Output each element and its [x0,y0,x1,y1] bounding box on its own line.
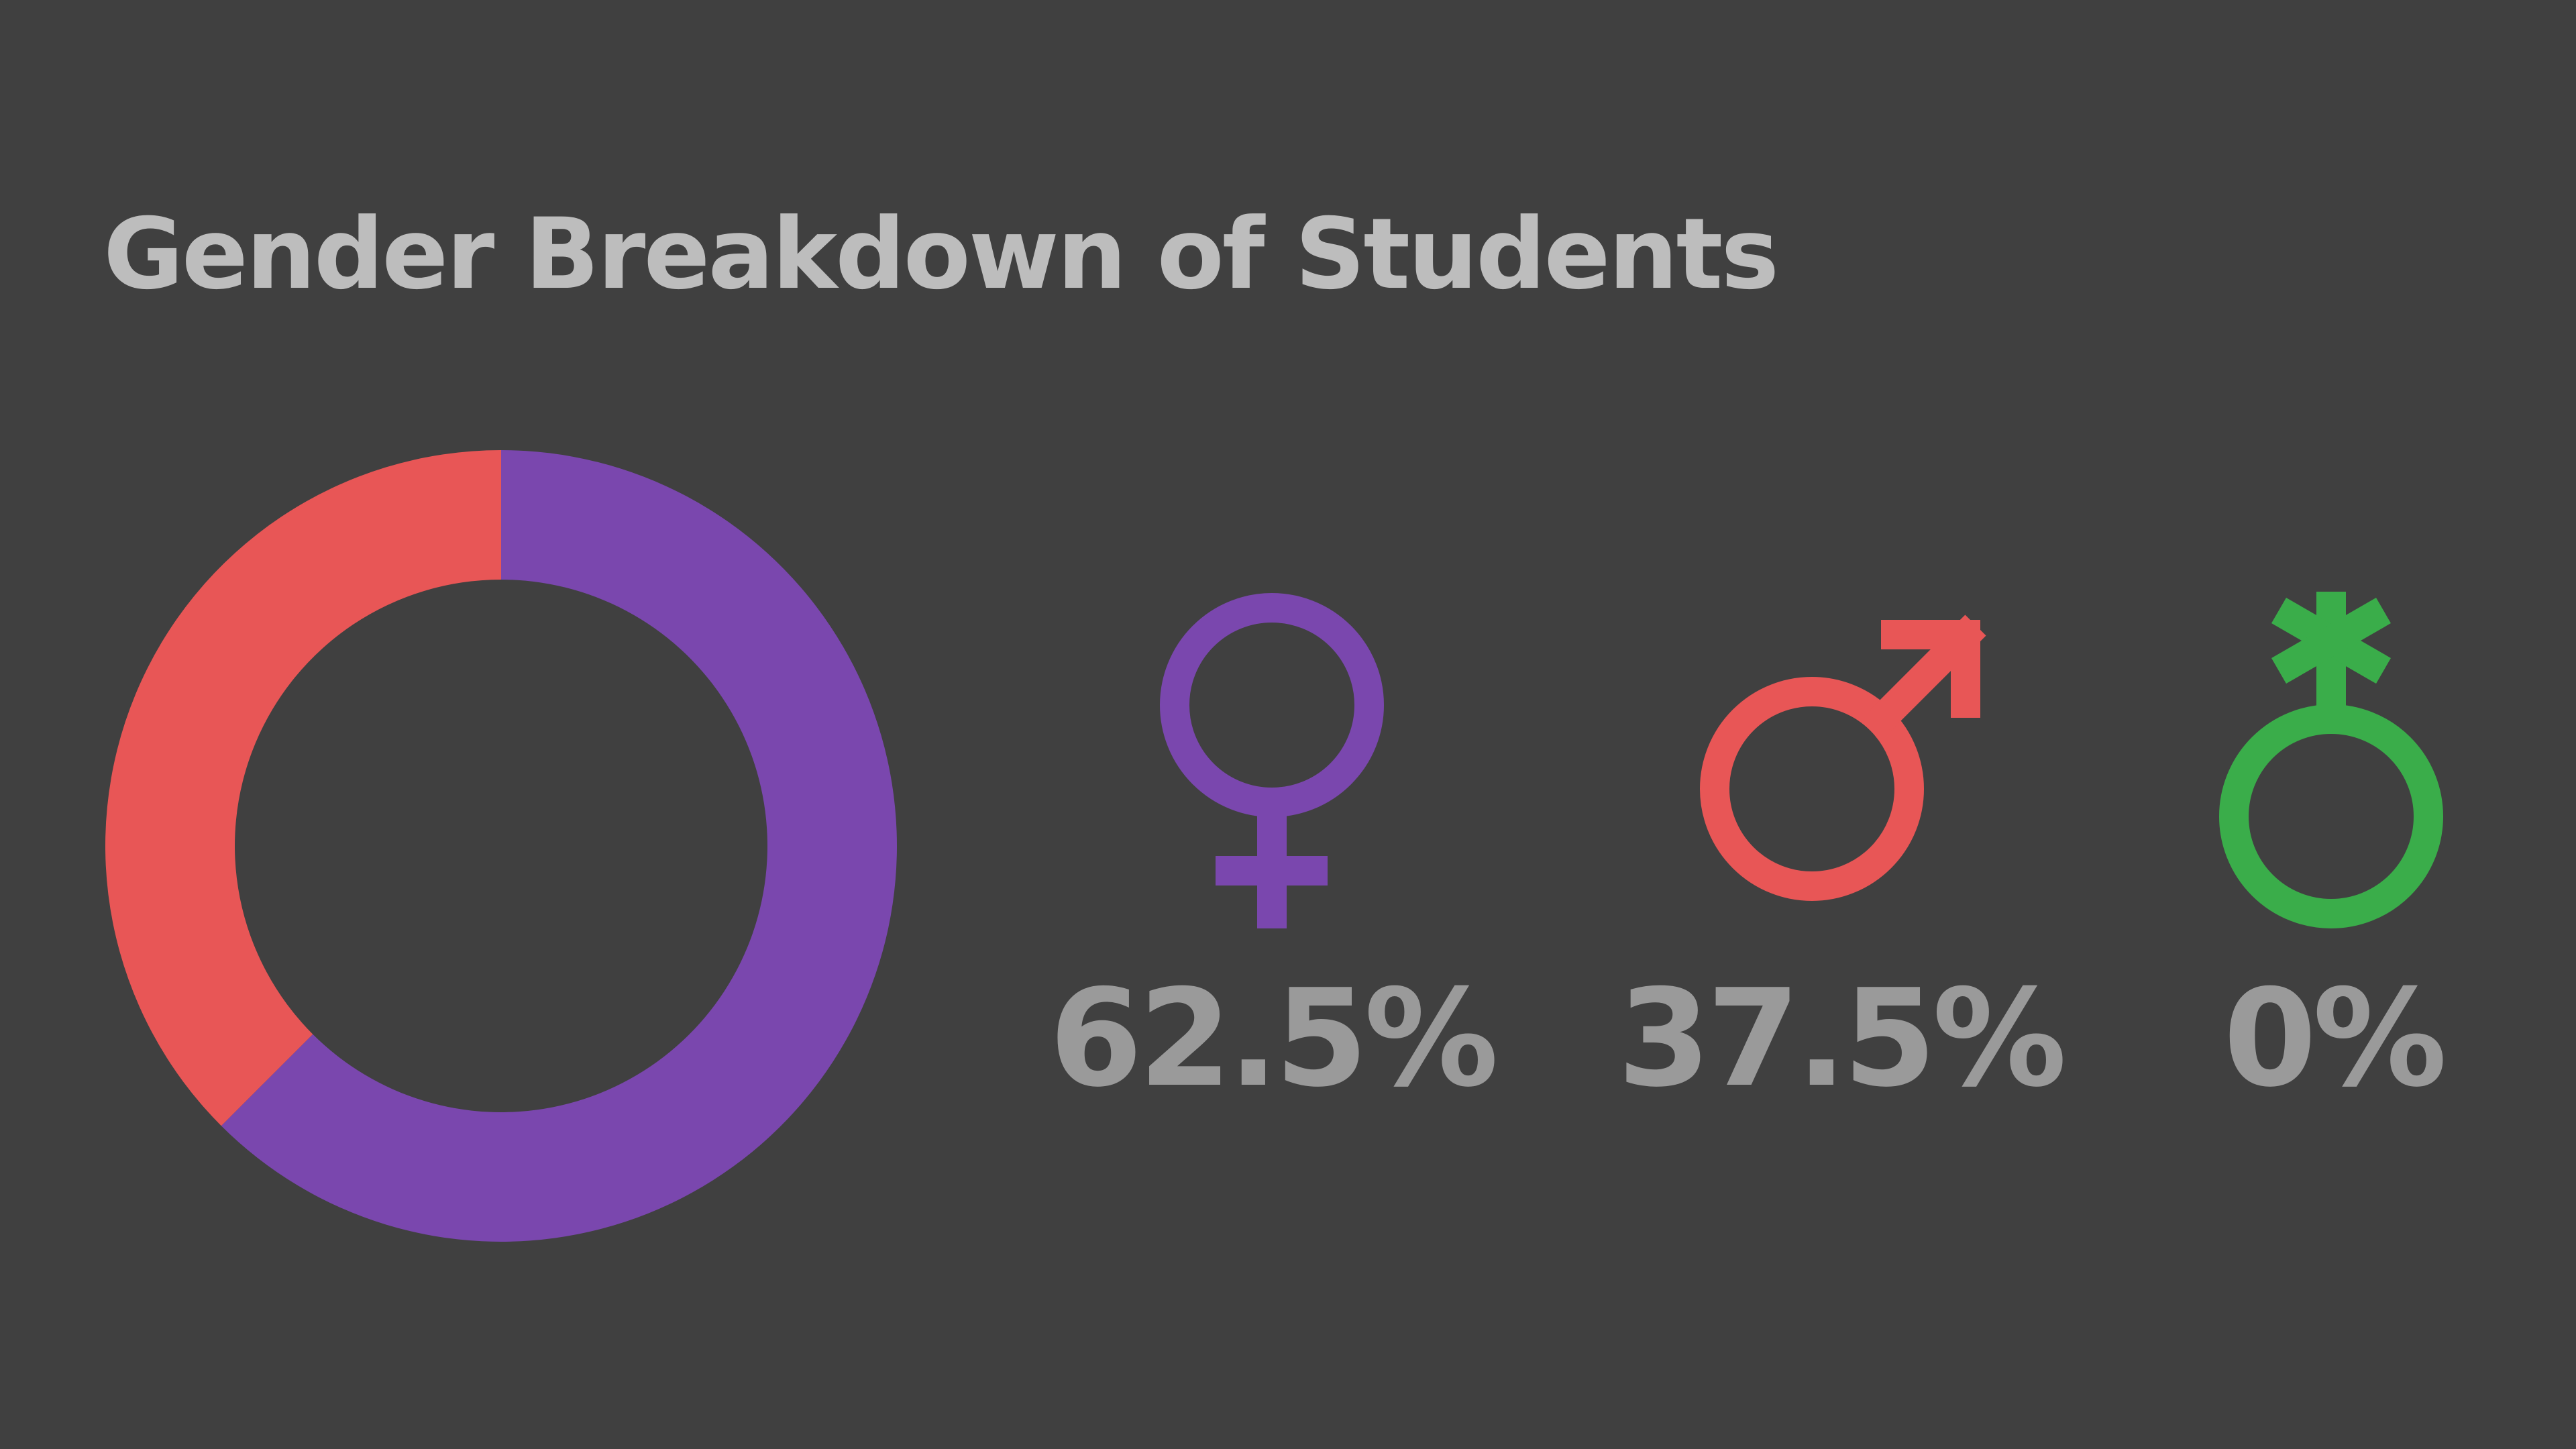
nonbinary-icon [2219,592,2443,928]
chart-title: Gender Breakdown of Students [103,197,1777,311]
male-icon [1700,614,1986,901]
donut-slice [105,450,502,1126]
value-label: 0% [2223,961,2443,1117]
female-icon [1160,593,1384,928]
value-label: 62.5% [1049,961,1495,1117]
donut-slice [221,450,897,1242]
donut [105,450,897,1242]
value-label: 37.5% [1617,961,2063,1117]
